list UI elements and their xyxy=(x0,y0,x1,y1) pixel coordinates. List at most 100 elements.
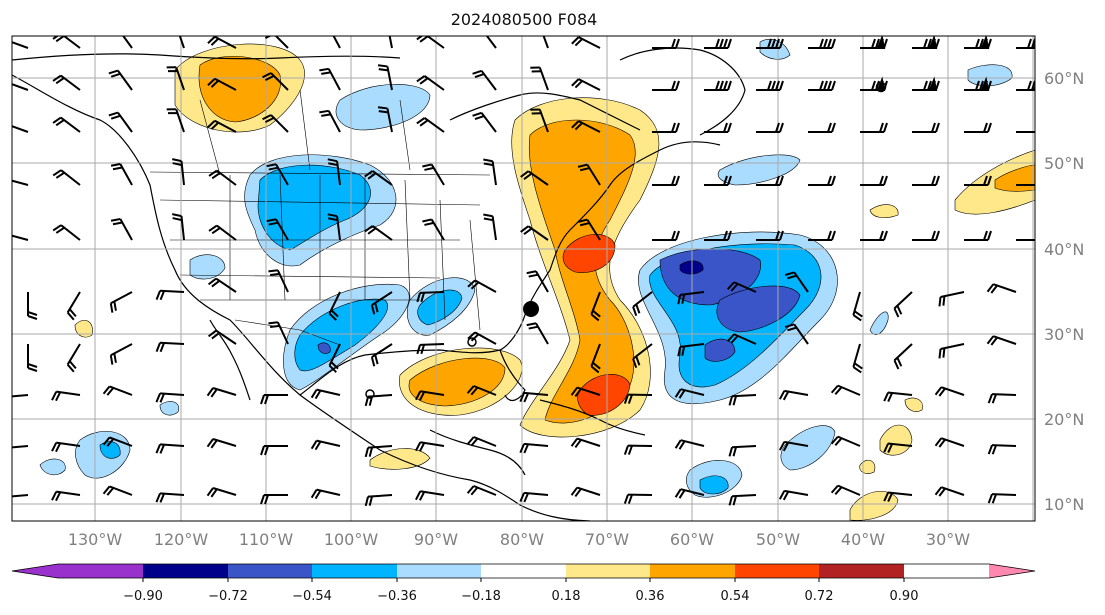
wind-barb xyxy=(472,69,497,91)
positive-anomaly-medium xyxy=(198,55,281,123)
wind-barb xyxy=(756,38,784,49)
wind-barb xyxy=(262,72,289,91)
wind-barb xyxy=(571,120,601,133)
wind-barb xyxy=(912,230,940,241)
wind-barb xyxy=(893,291,913,318)
wind-barb xyxy=(466,436,497,447)
wind-barb xyxy=(66,291,81,321)
wind-barb xyxy=(778,489,809,501)
wind-barb xyxy=(830,435,861,447)
lon-label: 100°W xyxy=(324,530,379,549)
wind-barb xyxy=(728,394,757,406)
wind-barb xyxy=(632,343,653,369)
wind-barb xyxy=(108,111,133,133)
wind-barb xyxy=(986,283,1017,294)
wind-barb xyxy=(110,218,133,241)
wind-barb xyxy=(830,384,861,396)
wind-barb xyxy=(102,485,133,496)
wind-barb xyxy=(260,445,288,456)
positive-anomaly-light xyxy=(74,320,93,338)
wind-barb xyxy=(377,106,393,133)
wind-barb xyxy=(934,386,965,397)
wind-barb xyxy=(172,213,185,241)
wind-barb xyxy=(12,38,29,49)
political-boundaries xyxy=(149,89,491,346)
wind-barb xyxy=(12,122,29,133)
wind-barb xyxy=(519,442,549,454)
wind-barb xyxy=(964,76,992,91)
negative-anomaly-medium xyxy=(294,298,388,372)
wind-barb xyxy=(860,175,888,186)
wind-barb xyxy=(52,116,81,133)
wind-barb xyxy=(704,80,732,91)
negative-anomaly-light xyxy=(869,311,889,335)
negative-anomaly-light xyxy=(39,458,66,476)
wind-barb xyxy=(808,80,836,91)
wind-barb xyxy=(520,170,549,186)
wind-barb xyxy=(883,391,913,402)
wind-barb xyxy=(704,38,732,49)
wind-barb xyxy=(422,163,445,186)
wind-barb xyxy=(571,36,601,49)
wind-barb xyxy=(577,218,601,241)
wind-barb xyxy=(571,78,601,91)
colorbar-segment xyxy=(566,564,650,578)
negative-anomaly-strong xyxy=(317,342,331,354)
wind-barb xyxy=(726,281,757,293)
wind-barb xyxy=(172,158,185,186)
lat-label: 30°N xyxy=(1044,325,1084,344)
wind-barb xyxy=(808,38,836,49)
wind-barb xyxy=(328,291,341,321)
wind-barb xyxy=(852,343,863,374)
wind-barb xyxy=(677,291,705,305)
longitude-labels: 130°W 120°W 110°W 100°W 90°W 80°W 70°W 6… xyxy=(68,530,970,549)
wind-barb xyxy=(808,230,836,241)
wind-barb xyxy=(674,388,705,399)
wind-barb xyxy=(328,343,341,373)
colorbar-tick-label: 0.54 xyxy=(721,589,750,604)
wind-barb xyxy=(756,230,784,241)
wind-barb xyxy=(377,64,393,91)
lon-label: 110°W xyxy=(239,530,294,549)
wind-barb xyxy=(110,163,133,186)
wind-barb xyxy=(52,74,81,91)
positive-anomaly-strong xyxy=(562,234,616,273)
negative-anomaly-light xyxy=(189,254,226,280)
wind-barb xyxy=(12,445,29,450)
negative-anomaly-strong xyxy=(704,338,736,362)
colorbar-tick-label: −0.18 xyxy=(461,589,501,604)
wind-barb xyxy=(912,76,940,91)
wind-barb xyxy=(912,122,940,133)
wind-barb xyxy=(912,175,940,186)
wind-barb xyxy=(852,291,863,322)
colorbar-tick-label: 0.36 xyxy=(636,589,665,604)
location-marker xyxy=(523,301,539,317)
wind-barb xyxy=(860,36,888,49)
wind-barb xyxy=(883,491,913,502)
wind-barb xyxy=(808,175,836,186)
lon-label: 60°W xyxy=(670,530,714,549)
map-title: 2024080500 F084 xyxy=(450,10,598,29)
wind-barb xyxy=(778,389,809,401)
wind-barbs xyxy=(12,36,1035,507)
wind-barb xyxy=(364,170,393,186)
colorbar-tick-label: −0.90 xyxy=(123,589,163,604)
wind-barb xyxy=(66,343,81,373)
latitude-labels: 60°N 50°N 40°N 30°N 20°N 10°N xyxy=(1044,69,1084,514)
wind-barb xyxy=(52,169,81,186)
map-frame xyxy=(11,35,1036,522)
wind-barb xyxy=(784,271,809,293)
wind-barb xyxy=(530,108,549,133)
colorbar-tick-label: 0.18 xyxy=(552,589,581,604)
wind-barb xyxy=(415,441,445,452)
wind-barb xyxy=(52,224,81,241)
wind-barb xyxy=(260,394,288,405)
positive-anomaly-light xyxy=(869,204,899,219)
negative-anomaly-medium xyxy=(99,441,121,459)
wind-barb xyxy=(756,122,784,133)
wind-barb xyxy=(51,441,81,453)
wind-barb xyxy=(652,175,680,186)
wind-barb xyxy=(938,291,965,307)
wind-barb xyxy=(319,67,341,91)
